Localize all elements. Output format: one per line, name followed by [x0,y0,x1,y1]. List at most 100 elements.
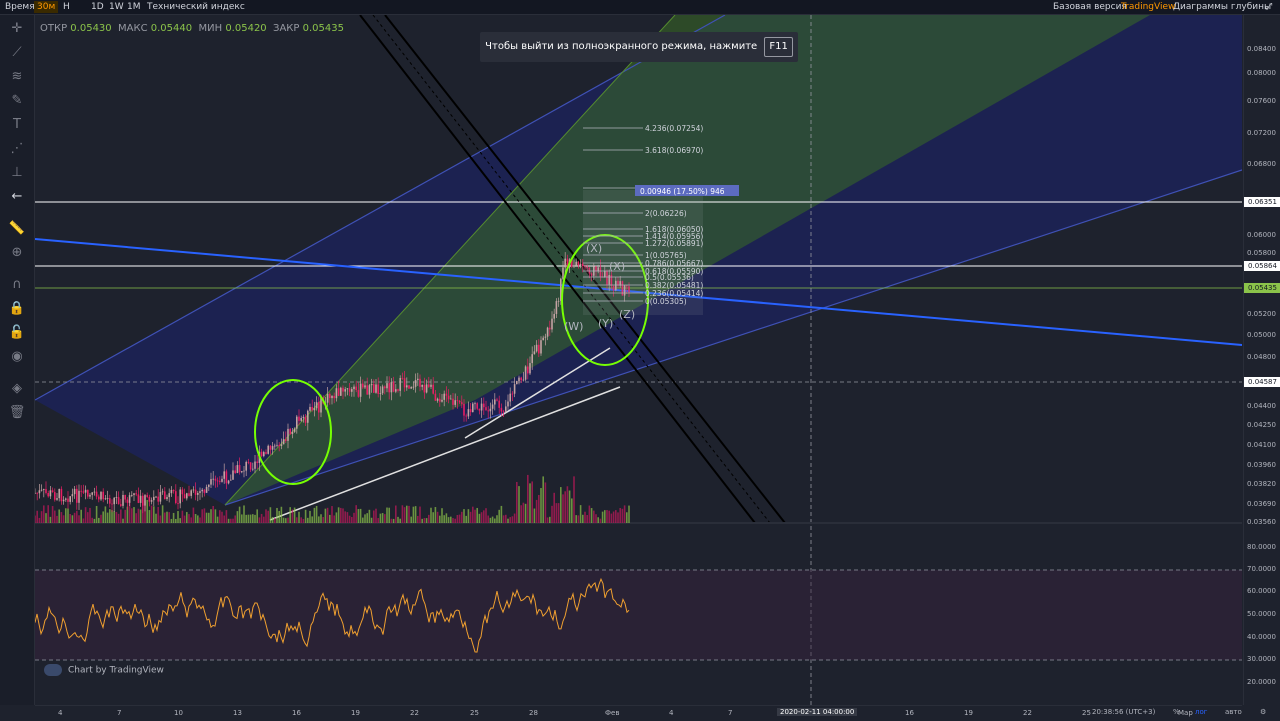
circle-annotation-2 [561,234,649,366]
volume-bar [35,515,36,523]
layers-icon[interactable]: ◈ [12,381,22,396]
volume-bar [71,515,74,523]
volume-bar [588,505,591,523]
volume-bar [120,509,122,523]
arrow-icon[interactable]: ← [11,189,23,204]
volume-bar [135,513,137,523]
candle-body [252,468,254,470]
eye-icon[interactable]: ◉ [11,349,23,364]
trash-icon[interactable]: 🗑 [8,405,26,420]
trend-line-icon[interactable]: ⟋ [12,45,22,60]
candle-body [241,471,243,473]
volume-bar [102,511,104,523]
indicator-button[interactable]: Технический индекс [147,2,245,12]
candle-body [397,389,399,391]
candle-body [395,389,397,392]
candle-body [175,491,177,504]
volume-bar [197,515,199,523]
ruler-icon[interactable]: 📏 [8,221,26,236]
volume-bar [615,510,617,523]
volume-bar [386,507,388,523]
volume-bar [366,513,368,523]
percent-toggle[interactable]: % [1173,708,1180,716]
measure-icon[interactable]: ⊥ [11,165,23,180]
price-chart[interactable]: 4.236(0.07254)3.618(0.06970)2.618(0.0651… [35,15,1242,705]
text-icon[interactable]: T [13,117,21,132]
candle-body [571,259,573,267]
volume-bar [612,511,615,523]
candle-body [135,493,137,495]
settings-icon[interactable]: ⚙ [1260,708,1267,716]
volume-bar [368,509,371,523]
auto-toggle[interactable]: авто [1225,708,1242,716]
volume-bar [212,505,214,523]
candle-body [491,404,494,409]
candle-body [219,480,221,482]
interval-1w-button[interactable]: 1W [109,2,124,12]
candle-body [210,479,212,485]
volume-bar [188,514,190,523]
volume-bar [234,515,236,523]
magnet-icon[interactable]: ∩ [12,277,22,292]
candle-body [430,384,432,387]
crosshair-icon[interactable]: ✛ [11,21,23,36]
zoom-icon[interactable]: ⊕ [11,245,23,260]
volume-bar [62,515,65,523]
volume-bar [166,511,168,523]
candle-body [302,416,305,418]
volume-bar [67,508,69,523]
candle-body [254,461,256,469]
time-axis[interactable]: 4 7 10 13 16 19 22 25 28 Фев 4 7 13 16 1… [35,705,1242,721]
depth-chart-link[interactable]: Диаграммы глубины [1173,2,1272,12]
log-toggle[interactable]: лог [1195,708,1208,716]
brush-icon[interactable]: ✎ [11,93,23,108]
volume-bars [35,474,630,523]
volume-bar [370,517,373,523]
candle-body [582,263,584,267]
volume-bar [555,503,558,523]
tradingview-link[interactable]: TradingView [1121,2,1176,12]
time-label[interactable]: Время [5,2,35,12]
candle-body [300,417,302,421]
fullscreen-icon[interactable]: ⤢ [1265,2,1273,12]
volume-bar [38,517,41,523]
candle-body [194,489,197,495]
lock-open-icon[interactable]: 🔓 [8,325,26,340]
fib-level-label: 3.618(0.06970) [645,146,703,155]
volume-bar [340,507,342,523]
lock-icon[interactable]: 🔒 [8,301,26,316]
candle-body [392,382,395,392]
candle-body [498,400,500,408]
tradingview-brand[interactable]: Chart by TradingView [44,664,164,676]
volume-bar [566,486,569,523]
volume-bar [454,518,456,523]
price-axis[interactable]: 0.08400 0.08000 0.07600 0.07200 0.06800 … [1243,15,1280,705]
interval-1m-button[interactable]: 1M [127,2,141,12]
candle-body [463,403,465,416]
candle-body [485,407,487,411]
volume-bar [280,506,283,523]
osc-tick: 80.0000 [1247,543,1276,551]
volume-bar [104,506,107,523]
candle-body [47,492,49,497]
candle-body [333,395,335,399]
volume-bar [51,506,54,523]
volume-bar [337,507,340,523]
fib-icon[interactable]: ⋰ [10,141,24,156]
pattern-icon[interactable]: ≋ [11,69,23,84]
interval-h-button[interactable]: Н [63,2,70,12]
volume-bar [311,516,313,523]
volume-bar [524,503,527,523]
interval-1d-button[interactable]: 1D [91,2,104,12]
channel-upper-line [35,15,726,401]
candle-body [124,494,126,500]
candle-body [232,470,234,480]
volume-bar [399,518,401,523]
volume-bar [377,518,379,523]
interval-30m-button[interactable]: 30м [34,1,59,13]
volume-bar [289,507,291,523]
candle-body [610,274,613,286]
basic-version-link[interactable]: Базовая версия [1053,2,1127,12]
candle-body [320,397,322,413]
candle-body [274,445,276,447]
